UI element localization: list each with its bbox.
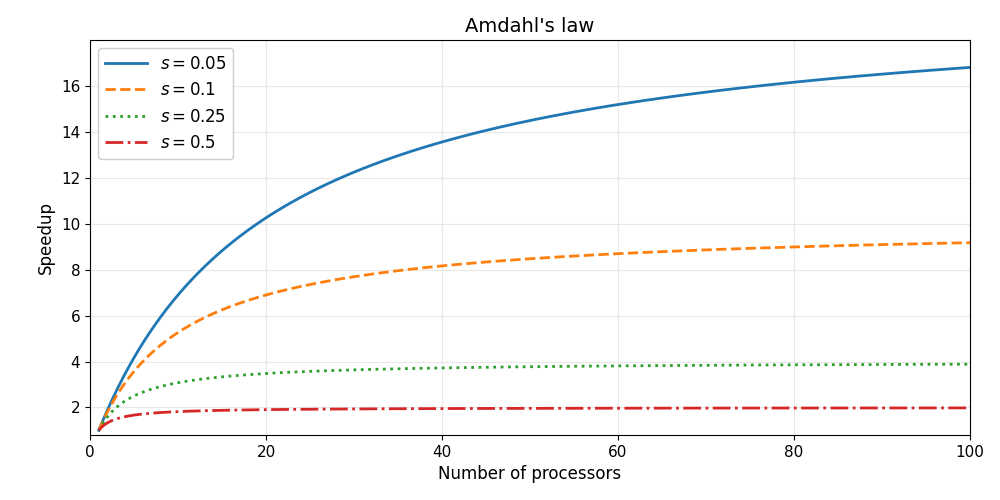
Y-axis label: Speedup: Speedup [37, 201, 55, 274]
$s = 0.05$ [445, 136, 457, 142]
$s = 0.05$ [788, 79, 800, 85]
$s = 0.25$ [445, 365, 457, 371]
$s = 0.25$ [182, 378, 194, 384]
$s = 0.05$ [772, 81, 784, 87]
X-axis label: Number of processors: Number of processors [438, 466, 622, 483]
$s = 0.1$ [772, 244, 784, 250]
$s = 0.1$ [964, 240, 976, 246]
$s = 0.5$ [691, 405, 703, 411]
$s = 0.25$ [477, 364, 489, 370]
Line: $s = 0.25$: $s = 0.25$ [99, 364, 970, 430]
$s = 0.05$ [691, 90, 703, 96]
Legend: $s = 0.05$, $s = 0.1$, $s = 0.25$, $s = 0.5$: $s = 0.05$, $s = 0.1$, $s = 0.25$, $s = … [98, 48, 233, 158]
$s = 0.1$ [788, 244, 800, 250]
$s = 0.5$ [445, 406, 457, 411]
$s = 0.25$ [788, 362, 800, 368]
$s = 0.1$ [445, 262, 457, 268]
$s = 0.5$ [182, 408, 194, 414]
$s = 0.5$ [477, 406, 489, 411]
$s = 0.1$ [691, 247, 703, 253]
Line: $s = 0.5$: $s = 0.5$ [99, 408, 970, 430]
$s = 0.05$ [182, 281, 194, 287]
Line: $s = 0.1$: $s = 0.1$ [99, 242, 970, 430]
$s = 0.25$ [772, 362, 784, 368]
$s = 0.05$ [477, 128, 489, 134]
$s = 0.1$ [93, 428, 105, 434]
$s = 0.5$ [788, 405, 800, 411]
Line: $s = 0.05$: $s = 0.05$ [99, 68, 970, 430]
$s = 0.5$ [964, 405, 976, 411]
$s = 0.05$ [93, 428, 105, 434]
$s = 0.1$ [477, 260, 489, 266]
$s = 0.25$ [964, 361, 976, 367]
$s = 0.05$ [964, 64, 976, 70]
$s = 0.5$ [772, 405, 784, 411]
Title: Amdahl's law: Amdahl's law [465, 16, 595, 36]
$s = 0.1$ [182, 324, 194, 330]
$s = 0.25$ [93, 428, 105, 434]
$s = 0.5$ [93, 428, 105, 434]
$s = 0.25$ [691, 362, 703, 368]
